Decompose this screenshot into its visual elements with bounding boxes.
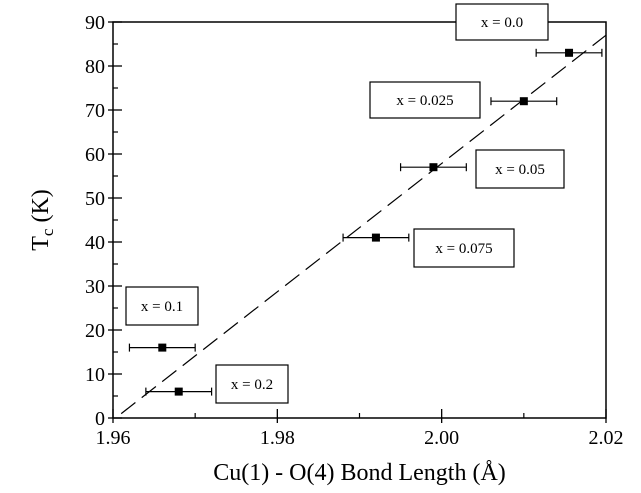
y-tick-label: 20 (85, 320, 105, 342)
x-tick-label: 1.96 (96, 427, 131, 449)
point-label: x = 0.0 (481, 15, 523, 31)
data-point: x = 0.2 (145, 364, 289, 404)
point-label-box (215, 364, 289, 404)
data-point: x = 0.025 (369, 81, 558, 119)
square-marker (158, 343, 167, 352)
point-label: x = 0.05 (495, 162, 545, 178)
y-tick-label: 90 (85, 12, 105, 34)
point-label: x = 0.025 (396, 93, 453, 109)
y-axis-title: Tc (K) (28, 189, 57, 251)
plot-layer: 1.96 1.98 2.00 2.02 0 10 20 30 40 50 60 70 80 90 x = 0… (85, 3, 624, 449)
y-axis-title-main: T (28, 236, 54, 251)
point-label-box (369, 81, 481, 119)
point-label-box (413, 228, 515, 268)
point-label-box (475, 149, 565, 189)
square-marker (519, 97, 528, 106)
y-tick-label: 60 (85, 144, 105, 166)
y-tick-label: 30 (85, 276, 105, 298)
data-point: x = 0.05 (399, 149, 565, 189)
y-tick-label: 50 (85, 188, 105, 210)
square-marker (565, 48, 574, 57)
square-marker (174, 387, 183, 396)
data-point: x = 0.1 (125, 286, 199, 352)
x-tick-label: 2.02 (589, 427, 624, 449)
data-point: x = 0.0 (455, 3, 603, 57)
point-label: x = 0.075 (435, 241, 492, 257)
y-tick-label: 40 (85, 232, 105, 254)
y-tick-label: 10 (85, 364, 105, 386)
square-marker (429, 163, 438, 172)
fit-line (120, 34, 607, 415)
y-tick-label: 0 (95, 408, 105, 430)
plot-frame (112, 21, 607, 419)
y-tick-label: 70 (85, 100, 105, 122)
point-label: x = 0.2 (231, 377, 273, 393)
x-axis-title: Cu(1) - O(4) Bond Length (Å) (213, 460, 506, 486)
point-label-box (125, 286, 199, 326)
square-marker (371, 233, 380, 242)
y-axis-title-subscript: c (38, 228, 57, 236)
point-label: x = 0.1 (141, 299, 183, 315)
y-axis-title-unit: (K) (28, 189, 54, 228)
data-point: x = 0.075 (342, 228, 515, 268)
point-label-box (455, 3, 549, 41)
x-tick-label: 1.98 (260, 427, 295, 449)
y-tick-label: 80 (85, 56, 105, 78)
x-tick-label: 2.00 (424, 427, 459, 449)
